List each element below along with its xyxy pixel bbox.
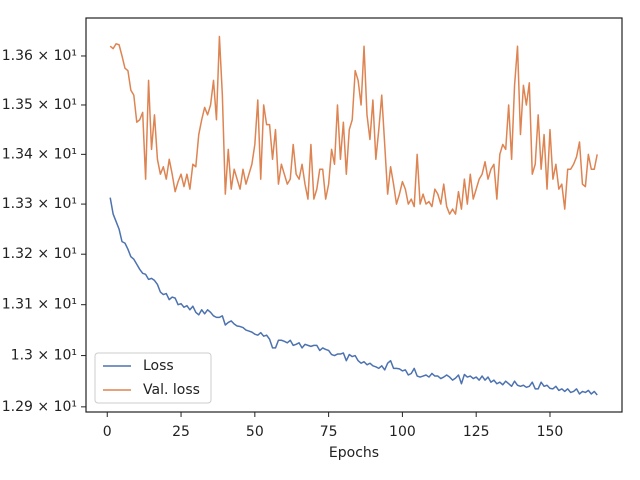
series-line (109, 197, 598, 396)
y-tick-label: 1.36 × 10¹ (2, 48, 77, 64)
y-tick-label: 1.34 × 10¹ (2, 146, 77, 162)
x-tick-label: 75 (320, 424, 338, 440)
y-tick-label: 1.29 × 10¹ (2, 399, 77, 415)
x-tick-label: 100 (389, 424, 416, 440)
legend-label: Val. loss (143, 382, 200, 398)
axes-frame (85, 17, 623, 413)
y-tick-label: 1.3 × 10¹ (11, 348, 77, 364)
series-line (109, 35, 598, 215)
y-tick-label: 1.33 × 10¹ (2, 196, 77, 212)
x-tick-label: 125 (463, 424, 490, 440)
y-tick-label: 1.31 × 10¹ (2, 297, 77, 313)
x-tick-label: 25 (172, 424, 190, 440)
x-tick-label: 50 (246, 424, 264, 440)
legend-label: Loss (143, 358, 174, 374)
y-tick-label: 1.32 × 10¹ (2, 246, 77, 262)
y-tick-label: 1.35 × 10¹ (2, 97, 77, 113)
x-tick-label: 0 (103, 424, 112, 440)
x-tick-label: 150 (537, 424, 564, 440)
x-axis-label: Epochs (329, 445, 379, 461)
